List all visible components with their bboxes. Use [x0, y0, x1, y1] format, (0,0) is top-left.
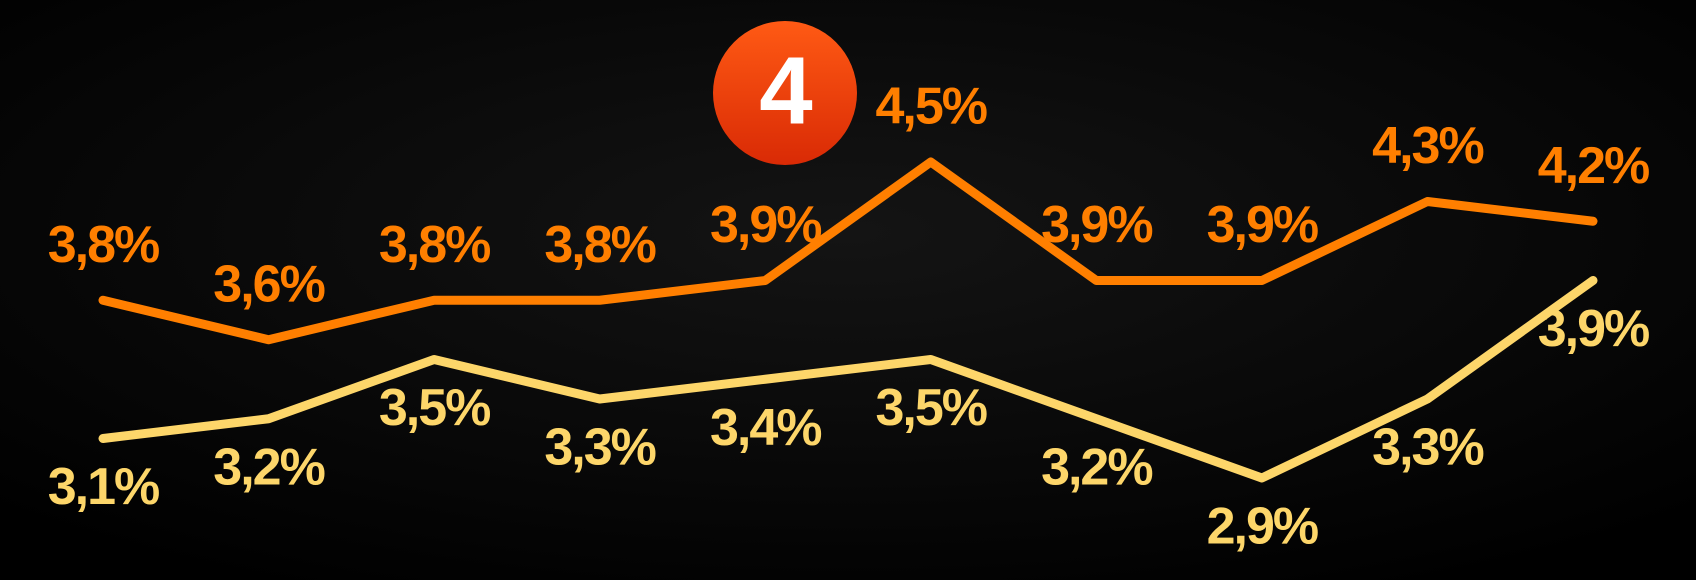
data-label: 3,3% [1372, 419, 1483, 477]
data-label: 4,2% [1538, 137, 1649, 195]
data-label: 3,5% [379, 379, 490, 437]
series-line [98, 157, 1598, 345]
data-label: 3,5% [876, 379, 987, 437]
data-label: 4,5% [876, 78, 987, 136]
data-label: 4,3% [1372, 117, 1483, 175]
data-label: 3,8% [48, 216, 159, 274]
data-label: 3,1% [48, 458, 159, 516]
data-label: 3,8% [379, 216, 490, 274]
logo-badge [713, 21, 857, 165]
data-label: 3,9% [1207, 196, 1318, 254]
logo-text: 4 [759, 37, 812, 144]
data-label: 3,8% [544, 216, 655, 274]
data-label: 3,2% [213, 438, 324, 496]
data-label: 3,3% [544, 419, 655, 477]
logo: 4 [713, 21, 857, 165]
data-label: 3,9% [710, 196, 821, 254]
data-label: 2,9% [1207, 498, 1318, 556]
data-label: 3,9% [1041, 196, 1152, 254]
data-label: 3,9% [1538, 300, 1649, 358]
data-label: 3,2% [1041, 438, 1152, 496]
data-label: 3,4% [710, 399, 821, 457]
series-line [98, 276, 1598, 483]
data-label: 3,6% [213, 255, 324, 313]
